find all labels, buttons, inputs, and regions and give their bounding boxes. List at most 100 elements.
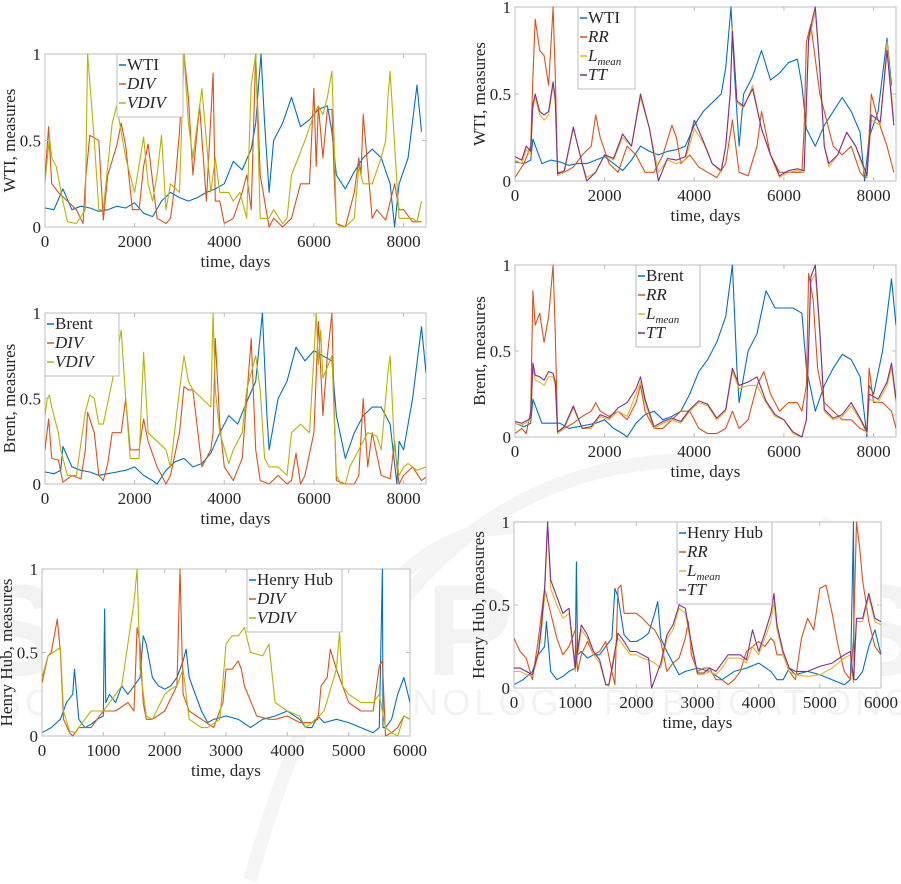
plot-area [514, 264, 897, 438]
y-tick-label: 0.5 [17, 644, 38, 663]
series-line-rr [515, 264, 896, 435]
x-tick-label: 1000 [558, 693, 592, 712]
x-tick-label: 0 [511, 442, 520, 461]
x-tick-label: 8000 [857, 442, 891, 461]
series-group [514, 521, 881, 689]
x-axis-label: time, days [201, 509, 271, 528]
y-tick-label: 1 [30, 560, 39, 579]
chart-left-brent: 0 2000 4000 6000 8000 0 0.5 1 time, days Brent, m… [0, 304, 427, 528]
series-line-wti [515, 6, 893, 182]
y-tick-label: 1 [33, 45, 42, 64]
legend-item: Henry Hub [679, 523, 763, 542]
legend-item: VDIV [249, 608, 298, 627]
y-axis-label: Brent, measures [0, 344, 19, 454]
series-line-vdiv [45, 312, 426, 485]
series-line-div [45, 312, 426, 485]
x-tick-label: 6000 [297, 489, 331, 508]
y-axis-label: WTI, measures [0, 89, 19, 193]
legend-label: WTI [588, 8, 620, 27]
legend-box [577, 6, 636, 90]
legend-item: VDIV [119, 93, 168, 112]
x-tick-label: 6000 [767, 186, 801, 205]
x-tick-label: 6000 [393, 741, 427, 760]
x-tick-label: 2000 [118, 232, 152, 251]
legend-item: TT [679, 580, 707, 599]
legend-item: VDIV [47, 352, 96, 371]
legend-box [676, 521, 773, 605]
series-group [42, 568, 410, 737]
x-tick-label: 2000 [118, 489, 152, 508]
legend-box [246, 568, 343, 633]
chart-left-wti: 0 2000 4000 6000 8000 0 0.5 1 time, days WTI, mea… [0, 45, 427, 271]
legend-label: VDIV [55, 352, 96, 371]
series-group [515, 6, 895, 182]
y-tick-label: 0.5 [489, 596, 510, 615]
y-tick-label: 0.5 [490, 342, 511, 361]
legend-item: Brent [638, 266, 684, 285]
x-tick-label: 2000 [588, 442, 622, 461]
series-group [45, 53, 423, 228]
series-line-brent [515, 264, 896, 438]
x-tick-label: 5000 [332, 741, 366, 760]
legend-box [44, 312, 120, 377]
chart-left-henryhub: 0 1000 2000 3000 4000 5000 6000 0 0.5 1 time, days… [0, 560, 427, 780]
x-axis-label: time, days [671, 462, 741, 481]
legend-label: VDIV [257, 608, 298, 627]
legend-label: WTI [127, 55, 159, 74]
series-line-tt [514, 521, 881, 689]
series-group [45, 312, 426, 485]
legend-label: RR [587, 27, 609, 46]
chart-right-brent: 0 2000 4000 6000 8000 0 0.5 1 time, days Brent, m… [470, 256, 897, 481]
x-tick-label: 0 [511, 186, 520, 205]
x-tick-label: 2000 [148, 741, 182, 760]
y-tick-label: 1 [33, 304, 42, 323]
y-tick-label: 0 [503, 428, 512, 447]
x-tick-label: 1000 [86, 741, 120, 760]
series-line-div [45, 53, 422, 228]
y-tick-label: 0 [502, 679, 511, 698]
legend-label: Henry Hub [687, 523, 763, 542]
legend-label: RR [645, 285, 667, 304]
x-tick-label: 0 [41, 232, 50, 251]
x-tick-label: 3000 [681, 693, 715, 712]
legend-item: Lmean [638, 304, 680, 326]
x-tick-label: 4000 [207, 232, 241, 251]
plot-area [514, 6, 897, 182]
x-tick-label: 4000 [270, 741, 304, 760]
legend-label: VDIV [127, 93, 168, 112]
x-tick-label: 3000 [209, 741, 243, 760]
x-tick-label: 2000 [619, 693, 653, 712]
series-line-l-mean [515, 273, 896, 438]
y-tick-label: 1 [503, 256, 512, 275]
x-tick-label: 0 [38, 741, 47, 760]
x-tick-label: 4000 [207, 489, 241, 508]
y-tick-label: 0 [503, 172, 512, 191]
y-axis-label: WTI, measures [470, 42, 489, 146]
legend-label: TT [687, 580, 707, 599]
x-tick-label: 6000 [864, 693, 898, 712]
legend-label: Lmean [587, 46, 622, 68]
legend-item: DIV [47, 333, 86, 352]
legend-item: TT [580, 65, 608, 84]
legend-item: WTI [119, 55, 159, 74]
y-axis-label: Henry Hub, measures [0, 579, 16, 727]
x-tick-label: 8000 [857, 186, 891, 205]
legend-label: DIV [126, 74, 158, 93]
series-line-henry-hub [514, 521, 881, 686]
legend-label: DIV [54, 333, 86, 352]
y-tick-label: 0.5 [490, 85, 511, 104]
y-tick-label: 1 [502, 513, 511, 532]
legend-item: Lmean [580, 46, 622, 68]
chart-right-wti: 0 2000 4000 6000 8000 0 0.5 1 time, days WTI, mea… [470, 0, 897, 225]
x-axis-label: time, days [191, 761, 261, 780]
x-tick-label: 4000 [742, 693, 776, 712]
x-tick-label: 8000 [387, 232, 421, 251]
y-axis-label: Henry Hub, measures [469, 531, 488, 679]
y-tick-label: 0.5 [20, 132, 41, 151]
legend-item: RR [580, 27, 609, 46]
y-tick-label: 0 [33, 218, 42, 237]
